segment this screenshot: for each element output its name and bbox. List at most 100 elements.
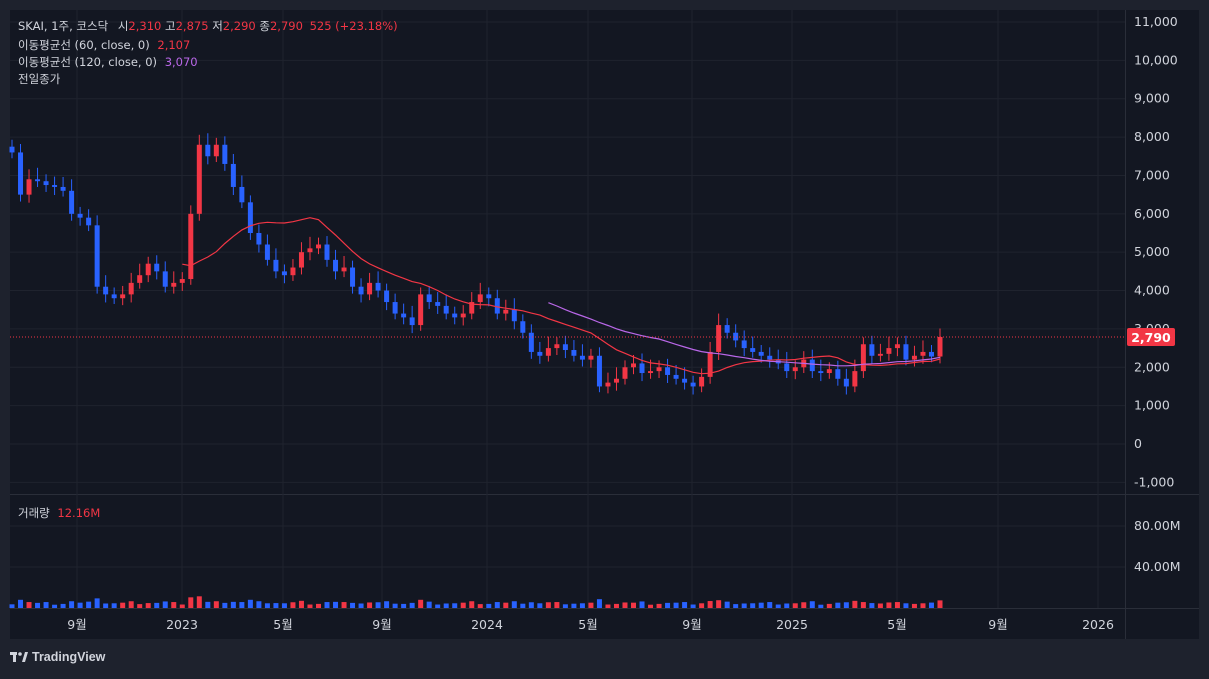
candle-body (333, 259, 339, 272)
candle-body (911, 355, 917, 360)
candle-body (537, 351, 543, 356)
time-axis-bar[interactable] (10, 609, 1125, 639)
candle-body (145, 263, 151, 276)
tradingview-logo[interactable]: TradingView (10, 650, 105, 664)
volume-bar (605, 604, 611, 608)
volume-bar (418, 599, 424, 608)
candle-body (239, 186, 245, 203)
current-price-label: 2,790 (1131, 330, 1171, 345)
candle-body (648, 371, 654, 374)
candle-body (213, 144, 219, 157)
candle-body (750, 348, 756, 352)
candle-body (613, 378, 619, 383)
candle-body (682, 378, 688, 383)
volume-bar (750, 603, 756, 608)
volume-bar (852, 600, 858, 608)
volume-bar (860, 602, 866, 608)
candle-body (179, 279, 185, 283)
time-tick-label: 9월 (988, 617, 1007, 632)
legend-open: 2,310 (128, 19, 162, 33)
volume-bar (452, 603, 458, 608)
price-tick-label: 8,000 (1134, 129, 1170, 144)
price-tick-label: 0 (1134, 436, 1142, 451)
candle-body (401, 313, 407, 318)
candle-body (809, 359, 815, 372)
legend-ohlc: SKAI, 1주, 코스닥 시2,310 고2,875 저2,290 종2,79… (18, 18, 398, 34)
volume-bar (307, 604, 313, 608)
volume-bar (877, 603, 883, 608)
candle-body (315, 244, 321, 249)
candle-body (256, 233, 262, 245)
volume-bar (426, 601, 432, 608)
volume-bar (843, 602, 849, 608)
volume-bar (477, 604, 483, 608)
candle-body (588, 355, 594, 360)
volume-bar (690, 604, 696, 608)
volume-bar (18, 599, 24, 608)
volume-bar (792, 603, 798, 608)
volume-bar (86, 601, 92, 608)
candle-body (120, 294, 126, 299)
candle-body (18, 152, 24, 195)
candle-body (656, 367, 662, 372)
volume-bar (903, 603, 909, 608)
candle-body (9, 146, 15, 153)
candle-body (562, 344, 568, 351)
candle-body (477, 294, 483, 303)
volume-bar (188, 597, 194, 608)
candle-body (673, 374, 679, 379)
legend-ma120[interactable]: 이동평균선 (120, close, 0) 3,070 (18, 54, 198, 70)
price-tick-label: 2,000 (1134, 359, 1170, 374)
candle-body (230, 163, 236, 187)
candle-body (511, 309, 517, 322)
legend-ma60[interactable]: 이동평균선 (60, close, 0) 2,107 (18, 37, 190, 53)
volume-bar (43, 602, 49, 608)
candle-body (835, 369, 841, 379)
volume-bar (520, 603, 526, 608)
candle-body (26, 179, 32, 195)
candle-body (579, 355, 585, 360)
candle-body (247, 202, 253, 233)
legend-symbol: SKAI, 1주, 코스닥 (18, 19, 109, 33)
candle-body (384, 290, 390, 303)
volume-bar (26, 602, 32, 608)
candle-body (324, 244, 330, 260)
volume-bar (758, 602, 764, 608)
time-tick-label: 5월 (273, 617, 292, 632)
volume-bar (707, 601, 713, 608)
candle-body (205, 144, 211, 157)
candle-body (86, 217, 92, 226)
price-tick-label: 6,000 (1134, 206, 1170, 221)
legend-prev-close[interactable]: 전일종가 (18, 71, 60, 87)
candle-body (758, 351, 764, 356)
legend-high-label: 고 (165, 19, 176, 33)
volume-bar (435, 604, 441, 608)
candle-body (69, 190, 75, 214)
volume-bar (256, 601, 262, 608)
candle-body (307, 248, 313, 253)
volume-bar (324, 602, 330, 608)
price-axis-bar[interactable] (1126, 10, 1199, 639)
candle-body (869, 344, 875, 356)
candle-body (103, 286, 109, 295)
legend-low-label: 저 (212, 19, 223, 33)
candle-body (571, 350, 577, 356)
price-tick-label: 7,000 (1134, 167, 1170, 182)
candle-body (699, 376, 705, 387)
legend-low: 2,290 (222, 19, 256, 33)
time-tick-label: 2025 (776, 617, 808, 632)
ma120-line (548, 302, 941, 367)
candle-body (188, 213, 194, 280)
candle-body (426, 294, 432, 303)
volume-bar (384, 601, 390, 608)
volume-bar (486, 603, 492, 608)
volume-pane[interactable] (10, 495, 1125, 608)
volume-bar (196, 596, 202, 608)
price-tick-label: 10,000 (1134, 52, 1178, 67)
volume-bar (648, 604, 654, 608)
volume-bar (171, 602, 177, 608)
volume-bar (886, 602, 892, 608)
legend-volume[interactable]: 거래량 12.16M (18, 505, 100, 521)
volume-bar (554, 602, 560, 608)
volume-bar (801, 602, 807, 608)
